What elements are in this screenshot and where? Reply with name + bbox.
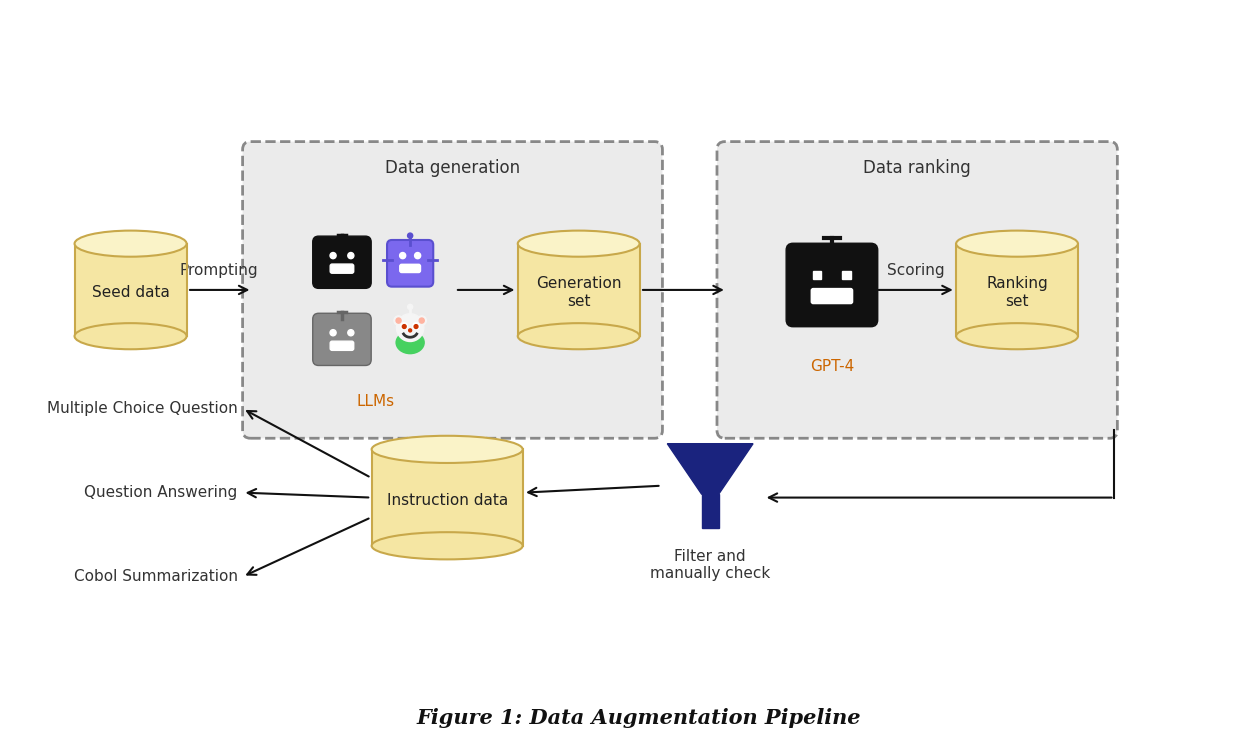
Text: Data generation: Data generation	[385, 159, 520, 177]
Circle shape	[400, 252, 406, 259]
Text: Prompting: Prompting	[179, 263, 258, 278]
Circle shape	[414, 324, 418, 329]
Text: Filter and
manually check: Filter and manually check	[650, 549, 770, 581]
FancyBboxPatch shape	[242, 141, 662, 438]
Circle shape	[394, 316, 404, 325]
Circle shape	[408, 304, 413, 310]
FancyBboxPatch shape	[330, 341, 354, 350]
Circle shape	[347, 252, 354, 259]
Bar	[371, 449, 523, 546]
Ellipse shape	[518, 323, 640, 349]
Circle shape	[401, 323, 408, 330]
FancyBboxPatch shape	[717, 141, 1117, 438]
Circle shape	[330, 330, 336, 336]
Text: LLMs: LLMs	[357, 394, 395, 408]
Text: Ranking
set: Ranking set	[986, 276, 1048, 309]
Text: Cobol Summarization: Cobol Summarization	[74, 569, 238, 584]
FancyBboxPatch shape	[843, 271, 851, 280]
Circle shape	[396, 314, 424, 341]
Circle shape	[347, 330, 354, 336]
Ellipse shape	[371, 436, 523, 463]
FancyBboxPatch shape	[330, 264, 354, 273]
FancyBboxPatch shape	[312, 236, 371, 289]
Ellipse shape	[74, 323, 187, 349]
Bar	[518, 243, 640, 336]
Circle shape	[413, 323, 419, 330]
Text: GPT-4: GPT-4	[810, 359, 854, 373]
Bar	[956, 243, 1078, 336]
FancyBboxPatch shape	[400, 264, 420, 272]
Circle shape	[419, 318, 424, 323]
FancyBboxPatch shape	[387, 240, 433, 286]
Text: Figure 1: Data Augmentation Pipeline: Figure 1: Data Augmentation Pipeline	[416, 708, 861, 728]
Circle shape	[408, 233, 413, 238]
FancyBboxPatch shape	[786, 243, 878, 327]
Ellipse shape	[518, 231, 640, 257]
FancyBboxPatch shape	[813, 271, 821, 280]
Ellipse shape	[956, 323, 1078, 349]
Ellipse shape	[74, 231, 187, 257]
Circle shape	[409, 329, 411, 332]
Circle shape	[396, 318, 401, 323]
Ellipse shape	[395, 331, 425, 354]
Circle shape	[330, 252, 336, 259]
Text: Multiple Choice Question: Multiple Choice Question	[46, 401, 238, 416]
Text: Question Answering: Question Answering	[84, 485, 238, 500]
Ellipse shape	[956, 231, 1078, 257]
Circle shape	[418, 316, 426, 325]
FancyBboxPatch shape	[312, 313, 371, 365]
Text: Data ranking: Data ranking	[863, 159, 971, 177]
Text: Instruction data: Instruction data	[386, 493, 508, 508]
Ellipse shape	[371, 532, 523, 559]
Polygon shape	[701, 494, 719, 527]
Polygon shape	[667, 443, 754, 494]
Text: Seed data: Seed data	[92, 285, 169, 300]
Circle shape	[415, 252, 420, 259]
Text: Generation
set: Generation set	[535, 276, 622, 309]
Bar	[74, 243, 187, 336]
FancyBboxPatch shape	[811, 289, 853, 304]
Text: Scoring: Scoring	[887, 263, 944, 278]
Circle shape	[403, 324, 406, 329]
